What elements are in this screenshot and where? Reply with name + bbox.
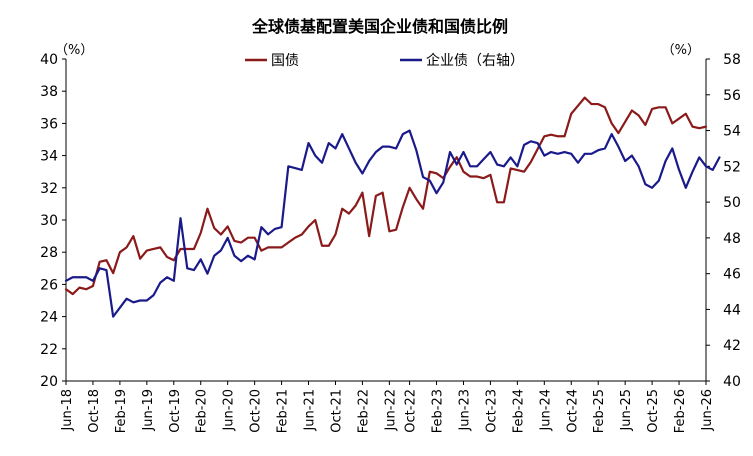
x-tick-label: Jun-19 <box>141 389 156 432</box>
legend-label-treasury: 国债 <box>271 53 299 69</box>
right-tick-label: 54 <box>723 124 741 140</box>
right-tick-label: 58 <box>723 52 741 68</box>
axes: 20 22 24 26 28 30 32 34 36 38 40 40 42 44 46 48 50 52 54 56… <box>40 52 741 433</box>
x-tick-label: Feb-22 <box>356 389 371 433</box>
chart-title: 全球债基配置美国企业债和国债比例 <box>251 17 508 36</box>
right-tick-label: 56 <box>723 88 741 104</box>
x-tick-label: Oct-18 <box>87 389 102 433</box>
right-tick-label: 46 <box>723 267 741 283</box>
right-tick-label: 44 <box>723 302 741 318</box>
x-tick-label: Feb-24 <box>511 389 526 433</box>
plot-area <box>64 96 721 318</box>
left-tick-label: 22 <box>40 342 58 358</box>
x-tick-label: Feb-23 <box>431 389 446 433</box>
left-tick-label: 30 <box>40 213 58 229</box>
series-line-treasury <box>64 96 708 296</box>
x-tick-label: Feb-21 <box>276 389 291 433</box>
right-tick-label: 42 <box>723 338 741 354</box>
right-axis-unit: （%） <box>662 43 700 58</box>
x-tick-label: Oct-21 <box>329 389 344 433</box>
left-tick-label: 34 <box>40 149 58 165</box>
x-tick-label: Oct-23 <box>484 389 499 433</box>
right-tick-label: 52 <box>723 159 741 175</box>
right-tick-label: 50 <box>723 195 741 211</box>
x-tick-label: Jun-22 <box>383 389 398 432</box>
x-tick-label: Feb-19 <box>114 389 129 433</box>
x-tick-label: Oct-20 <box>249 389 264 433</box>
x-tick-label: Jun-23 <box>457 389 472 432</box>
x-tick-label: Oct-24 <box>565 389 580 433</box>
x-tick-label: Jun-21 <box>303 389 318 432</box>
x-tick-label: Jun-26 <box>700 389 715 432</box>
x-tick-label: Oct-22 <box>404 389 419 433</box>
legend: 国债 企业债（右轴） <box>245 52 524 69</box>
left-tick-label: 36 <box>40 116 58 132</box>
left-tick-label: 26 <box>40 277 58 293</box>
x-tick-label: Oct-25 <box>646 389 661 433</box>
left-tick-label: 32 <box>40 181 58 197</box>
left-tick-label: 24 <box>40 310 58 326</box>
right-tick-label: 48 <box>723 231 741 247</box>
x-tick-label: Jun-24 <box>538 389 553 432</box>
x-tick-label: Jun-20 <box>222 389 237 432</box>
right-tick-label: 40 <box>723 374 741 390</box>
left-tick-label: 40 <box>40 52 58 68</box>
left-tick-label: 28 <box>40 245 58 261</box>
left-tick-label: 20 <box>40 374 58 390</box>
legend-label-corporate: 企业债（右轴） <box>426 52 524 69</box>
x-tick-label: Feb-20 <box>195 389 210 433</box>
x-tick-label: Jun-18 <box>60 389 75 432</box>
x-tick-label: Oct-19 <box>168 389 183 433</box>
left-tick-label: 38 <box>40 84 58 100</box>
x-tick-label: Feb-25 <box>592 389 607 433</box>
x-tick-label: Feb-26 <box>673 389 688 433</box>
left-axis-unit: （%） <box>55 43 93 58</box>
series-line-corporate <box>64 129 721 318</box>
x-tick-label: Jun-25 <box>619 389 634 432</box>
